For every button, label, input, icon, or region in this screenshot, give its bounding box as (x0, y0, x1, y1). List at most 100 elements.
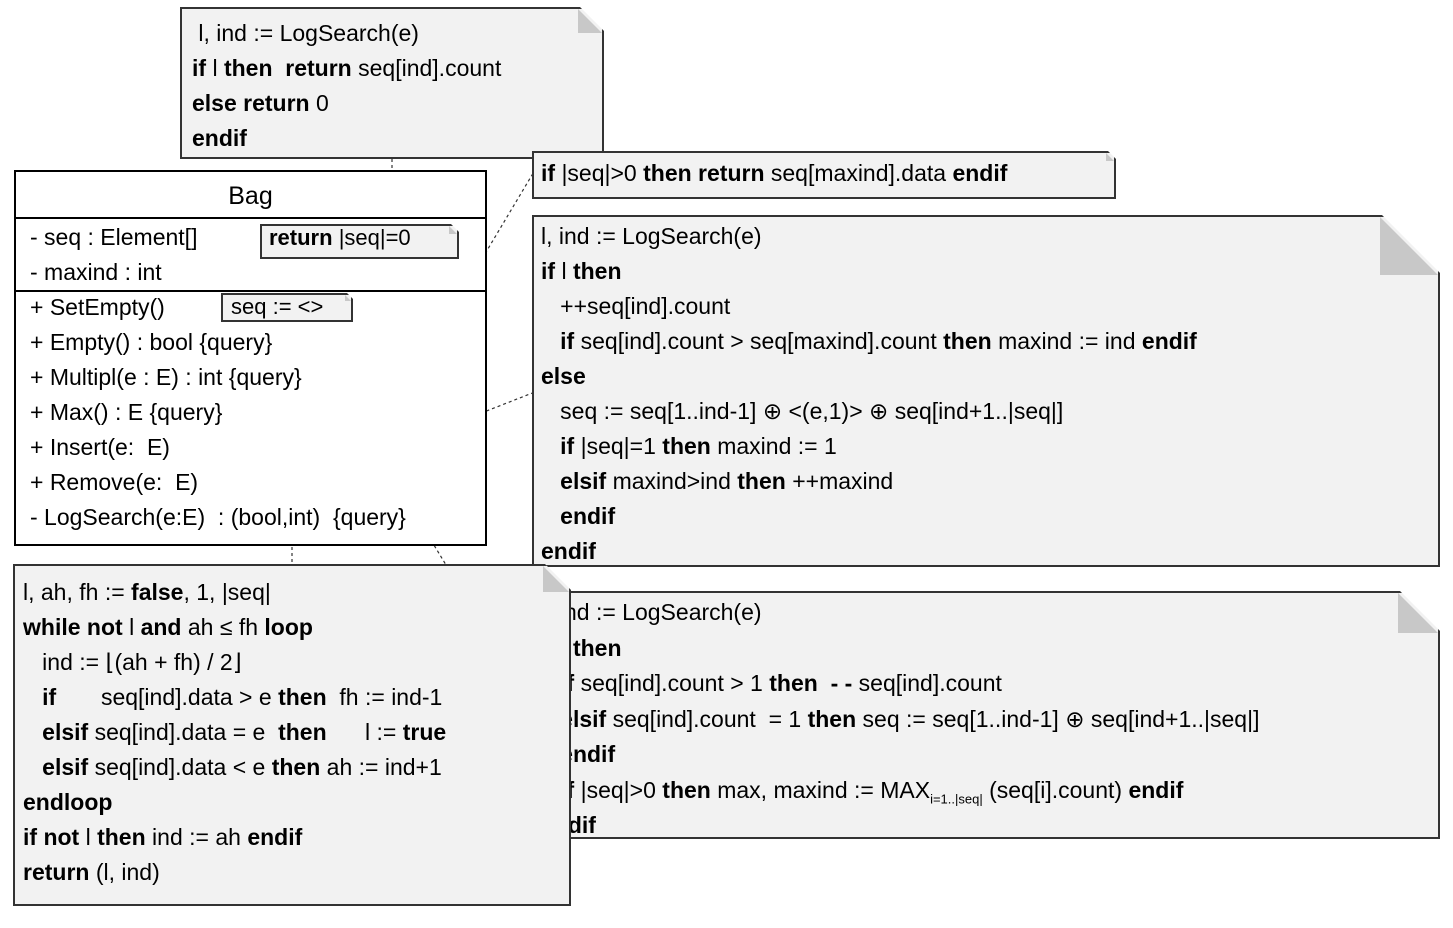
code-text: fh := ind-1 (339, 684, 443, 710)
code-text: ind := ⌊(ah + fh) / 2⌋ (23, 649, 242, 675)
code-text: seq[ind].count > 1 (580, 670, 770, 696)
code-line: seq := <> (231, 290, 323, 323)
keyword: endif (541, 503, 616, 529)
keyword: return (23, 859, 96, 885)
keyword: else (541, 363, 586, 389)
keyword: false (131, 579, 184, 605)
code-text: seq[ind].data > e (100, 684, 279, 710)
code-line: return |seq|=0 (269, 220, 411, 255)
note-empty: return |seq|=0 (260, 224, 459, 259)
code-line: if seq[ind].count > seq[maxind].count th… (541, 324, 1197, 359)
code-text: |seq|>0 (561, 160, 644, 186)
code-text: l, ind := LogSearch(e) (541, 599, 762, 625)
code-line: if l then (541, 254, 622, 289)
keyword: endif (247, 824, 303, 850)
code-text: seq[ind].count (358, 55, 502, 81)
code-text: seq[ind].count = 1 (612, 705, 808, 732)
code-line: else return 0 (192, 86, 329, 121)
code-text: l := (364, 719, 403, 745)
note-fold (345, 295, 351, 301)
keyword: endif (1128, 776, 1184, 803)
keyword: if (192, 55, 213, 81)
code-text: (l, ind) (95, 859, 160, 885)
keyword: endif (1141, 328, 1197, 354)
code-text: l (561, 258, 573, 284)
keyword: if (541, 258, 562, 284)
code-text: ++seq[ind].count (541, 293, 731, 319)
keyword: then (97, 824, 153, 850)
code-line: elsif seq[ind].data = e then l := true (23, 715, 446, 750)
keyword: if (541, 433, 581, 459)
code-text: l, ah, fh := (23, 579, 132, 605)
code-text: ah ≤ fh (187, 614, 265, 640)
code-text: , 1, |seq| (183, 579, 271, 605)
code-line: l, ind := LogSearch(e) (541, 595, 762, 631)
note-logsearch: l, ah, fh := false, 1, |seq| while not l … (13, 564, 571, 906)
code-text: l, ind := LogSearch(e) (541, 223, 762, 249)
code-text: seq[ind].count (858, 670, 1002, 696)
code-line: l, ind := LogSearch(e) (541, 219, 762, 254)
code-line: endloop (23, 785, 112, 820)
code-text: l (85, 824, 98, 850)
note-setempty: seq := <> (221, 293, 353, 322)
keyword: then - - (769, 670, 859, 696)
code-text: maxind>ind (612, 468, 738, 494)
attribute-seq: - seq : Element[] (30, 224, 198, 250)
code-line: if |seq|>0 then return seq[maxind].data … (541, 156, 1007, 191)
method-logsearch: - LogSearch(e:E) : (bool,int) {query} (30, 504, 406, 530)
keyword: elsif (23, 719, 95, 745)
code-text: ++maxind (792, 468, 894, 494)
note-max: if |seq|>0 then return seq[maxind].data … (532, 151, 1116, 199)
keyword: loop (264, 614, 313, 640)
code-text: maxind := 1 (717, 433, 837, 459)
code-line: ++seq[ind].count (541, 289, 730, 324)
code-line: if |seq|=1 then maxind := 1 (541, 429, 837, 464)
code-line: if |seq|>0 then max, maxind := MAXi=1..|… (541, 773, 1183, 817)
attribute-maxind: - maxind : int (30, 259, 162, 285)
code-line: if not l then ind := ah endif (23, 820, 302, 855)
method-setempty: + SetEmpty() (30, 294, 165, 320)
code-line: while not l and ah ≤ fh loop (23, 610, 313, 645)
keyword: true (402, 719, 447, 745)
code-text: l, ind := LogSearch(e) (192, 20, 419, 46)
code-line: else (541, 359, 586, 394)
code-text: |seq|=0 (338, 225, 411, 250)
code-line: if l then return seq[ind].count (192, 51, 501, 86)
code-text: seq[ind].count > seq[maxind].count (580, 328, 944, 354)
note-fold (1106, 153, 1114, 161)
method-multipl: + Multipl(e : E) : int {query} (30, 364, 302, 390)
keyword: then (737, 468, 793, 494)
code-text: l (212, 55, 224, 81)
note-multipl: l, ind := LogSearch(e) if l then return s… (180, 7, 604, 159)
keyword: then (943, 328, 999, 354)
method-empty: + Empty() : bool {query} (30, 329, 273, 355)
code-text: (seq[i].count) (982, 776, 1129, 803)
code-text: l (129, 614, 141, 640)
code-line: return (l, ind) (23, 855, 160, 890)
keyword: return (269, 225, 339, 250)
keyword: elsif (541, 468, 613, 494)
code-text: seq[maxind].data (770, 160, 953, 186)
keyword: then (278, 684, 340, 710)
method-max: + Max() : E {query} (30, 399, 223, 425)
method-insert: + Insert(e: E) (30, 434, 170, 460)
code-text: maxind := ind (998, 328, 1142, 354)
code-line: ind := ⌊(ah + fh) / 2⌋ (23, 645, 242, 680)
code-text: seq[ind].data < e (94, 754, 272, 780)
keyword: endif (952, 160, 1008, 186)
keyword: endloop (23, 789, 113, 815)
keyword: if not (23, 824, 86, 850)
code-line: endif (192, 121, 247, 156)
keyword: then (662, 776, 718, 803)
keyword: then (572, 258, 622, 284)
keyword: and (140, 614, 188, 640)
code-text: |seq|>0 (580, 776, 663, 803)
code-line: l, ind := LogSearch(e) (192, 16, 419, 51)
keyword: then (572, 634, 622, 661)
class-separator-bottom (16, 290, 485, 292)
keyword: if (541, 160, 562, 186)
code-line: elsif seq[ind].count = 1 then seq := seq… (541, 702, 1259, 738)
keyword: endif (192, 125, 247, 151)
code-text: |seq|=1 (580, 433, 663, 459)
